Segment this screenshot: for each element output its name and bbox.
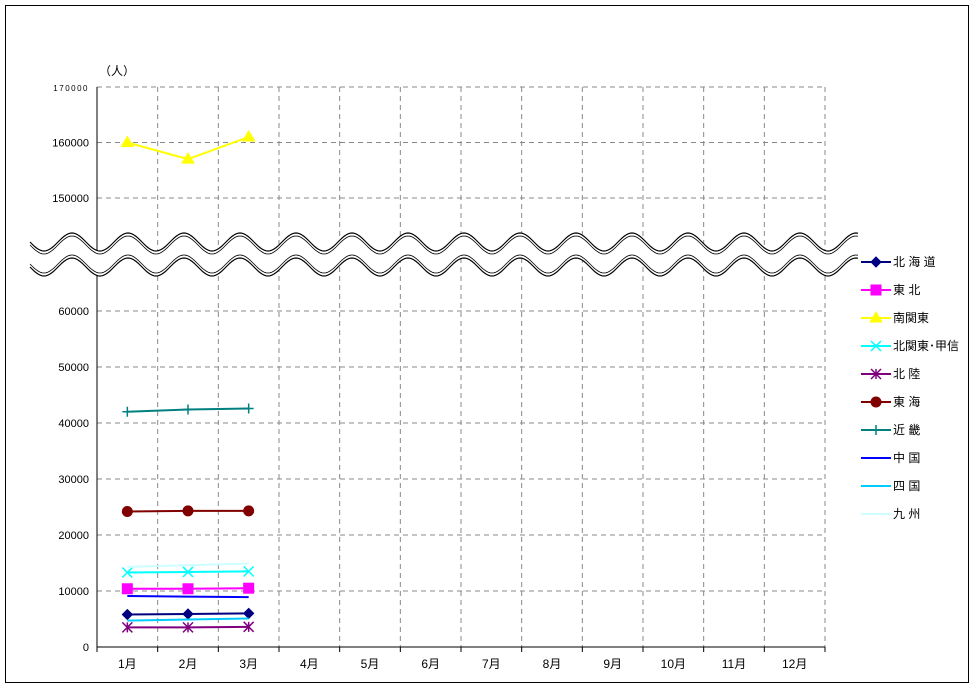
y-tick-label: 50000 (58, 362, 89, 374)
legend-item: 北関東･甲信 (861, 339, 959, 353)
series-line (127, 617, 249, 622)
data-point (183, 404, 193, 415)
legend-marker (870, 396, 882, 408)
data-point (121, 608, 134, 621)
data-point (120, 135, 135, 147)
grid-lines (97, 86, 826, 647)
axes: 0 10000 20000 30000 40000 50000 60000 150000 160… (52, 84, 826, 671)
break-band (30, 233, 858, 276)
series-layer (120, 129, 256, 633)
y-tick-label: 150000 (52, 193, 89, 205)
x-tick-label: 8月 (543, 657, 562, 671)
x-tick-label: 4月 (300, 657, 319, 671)
chart-frame: 0 10000 20000 30000 40000 50000 60000 150000 160… (5, 5, 969, 683)
legend-item: 北 海 道 (861, 254, 936, 269)
legend-item: 北 陸 (861, 367, 920, 381)
line-chart: 0 10000 20000 30000 40000 50000 60000 150000 160… (29, 64, 959, 671)
legend-item: 東 海 (861, 394, 920, 409)
series-5 (121, 621, 255, 633)
y-tick-label: 0 (83, 642, 89, 654)
legend-marker (870, 340, 882, 352)
data-point (181, 152, 195, 164)
break-wave-bottom-inner (29, 254, 859, 274)
series-2 (121, 582, 255, 595)
x-tick-label: 3月 (239, 657, 258, 671)
y-tick-label: 170000 (53, 84, 89, 93)
series-line (127, 595, 249, 599)
y-tick-label: 40000 (58, 418, 89, 430)
data-point (121, 505, 133, 517)
axis-break (29, 232, 859, 277)
legend-marker (871, 425, 881, 435)
legend-item: 東 北 (861, 283, 920, 297)
data-point (243, 505, 255, 517)
legend-marker (870, 368, 882, 380)
x-tick-label: 10月 (661, 657, 686, 671)
series-3 (120, 129, 256, 164)
x-tick-label: 2月 (179, 657, 198, 671)
legend-label: 近 畿 (893, 423, 920, 437)
legend-marker (869, 311, 883, 323)
data-point (121, 621, 133, 633)
series-7 (122, 403, 254, 417)
legend-item: 九 州 (861, 507, 920, 521)
break-wave-top (29, 232, 859, 252)
y-tick-label: 160000 (52, 138, 89, 150)
legend-label: 北関東･甲信 (893, 339, 959, 353)
y-tick-label: 10000 (58, 586, 89, 598)
series-8 (127, 595, 249, 599)
y-tick-label: 20000 (58, 530, 89, 542)
legend-label: 中 国 (893, 450, 920, 465)
data-point (242, 607, 255, 620)
data-point (121, 583, 133, 595)
series-line (127, 562, 249, 568)
series-9 (127, 617, 249, 622)
legend-marker (870, 284, 882, 296)
legend-label: 北 陸 (893, 367, 920, 381)
x-tick-label: 9月 (603, 657, 622, 671)
legend-label: 九 州 (893, 507, 920, 521)
data-point (243, 621, 255, 633)
legend-item: 四 国 (861, 479, 920, 493)
y-tick-label: 30000 (58, 474, 89, 486)
legend-item: 近 畿 (861, 423, 920, 437)
data-point (243, 403, 254, 414)
legend-marker (870, 256, 882, 268)
x-tick-label: 5月 (361, 657, 380, 671)
data-point (243, 582, 255, 594)
legend-label: 東 北 (893, 283, 920, 297)
x-tick-label: 12月 (782, 657, 807, 671)
data-point (182, 583, 194, 595)
x-tick-label: 7月 (482, 657, 501, 671)
data-point (243, 565, 255, 577)
data-point (182, 621, 194, 633)
legend-item: 南関東 (861, 310, 929, 325)
legend-label: 北 海 道 (893, 254, 936, 269)
series-6 (121, 505, 255, 517)
y-tick-label: 60000 (58, 306, 89, 318)
data-point (241, 129, 256, 142)
data-point (122, 406, 133, 417)
data-point (182, 566, 194, 578)
legend-item: 中 国 (861, 450, 920, 465)
series-4 (121, 565, 255, 579)
series-1 (121, 607, 255, 621)
y-axis-label: （人） (99, 64, 135, 78)
break-wave-bottom (29, 257, 859, 277)
legend-label: 四 国 (893, 479, 920, 493)
legend-label: 東 海 (893, 394, 920, 409)
data-point (182, 608, 194, 620)
data-point (121, 566, 133, 579)
x-tick-label: 11月 (722, 657, 746, 671)
series-10 (127, 562, 249, 568)
x-tick-label: 6月 (421, 657, 440, 671)
data-point (182, 505, 194, 517)
legend-label: 南関東 (893, 310, 929, 325)
x-tick-label: 1月 (118, 657, 137, 671)
break-wave-top-inner (29, 235, 859, 255)
